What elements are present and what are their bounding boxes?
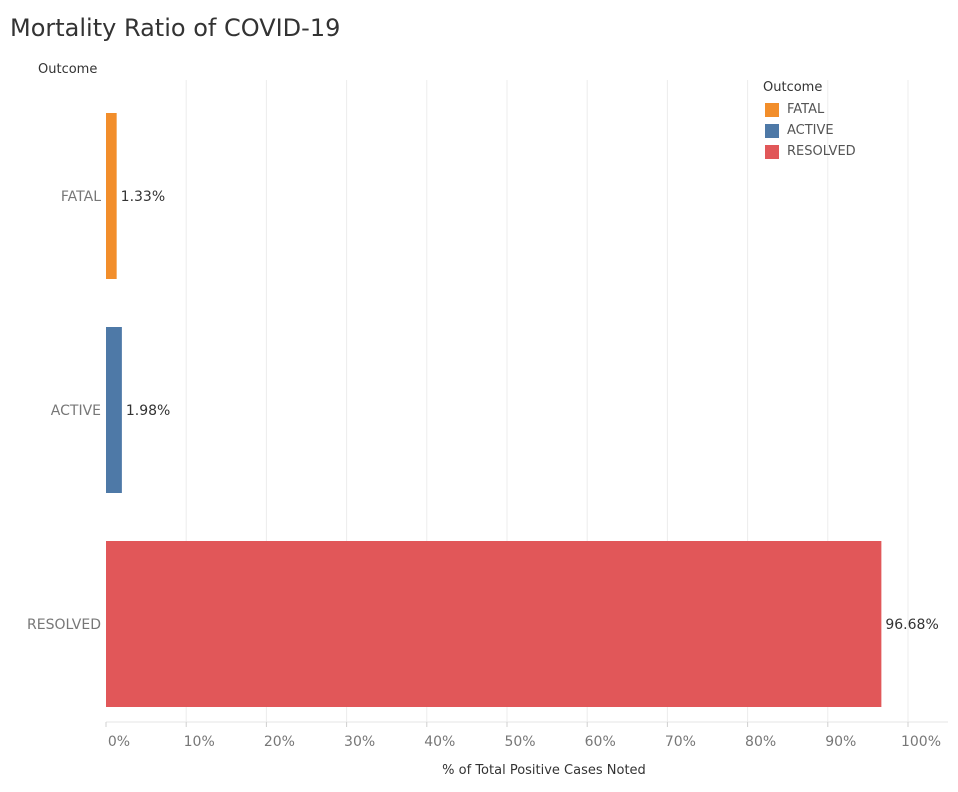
x-tick-label: 0% [108, 734, 130, 750]
legend: Outcome FATAL ACTIVE RESOLVED [763, 80, 856, 162]
x-tick-label: 10% [184, 734, 215, 750]
x-tick-label: 20% [264, 734, 295, 750]
legend-item-fatal: FATAL [763, 99, 856, 120]
x-axis-title: % of Total Positive Cases Noted [442, 763, 646, 778]
legend-swatch [765, 123, 779, 138]
x-tick-label: 70% [665, 734, 696, 750]
x-tick-label: 40% [424, 734, 455, 750]
legend-title: Outcome [763, 80, 823, 95]
legend-label: FATAL [787, 102, 825, 117]
legend-label: ACTIVE [787, 123, 834, 138]
legend-item-resolved: RESOLVED [763, 141, 856, 162]
bar-resolved [106, 541, 882, 707]
x-tick-label: 60% [585, 734, 616, 750]
bar-active [106, 327, 122, 493]
row-header: Outcome [38, 62, 98, 77]
data-label-active: 1.98% [126, 403, 170, 419]
legend-item-active: ACTIVE [763, 120, 856, 141]
category-label-fatal: FATAL [61, 189, 101, 205]
category-label-active: ACTIVE [51, 403, 101, 419]
bar-fatal [106, 113, 117, 279]
legend-swatch [765, 144, 779, 159]
legend-label: RESOLVED [787, 144, 856, 159]
data-label-resolved: 96.68% [885, 617, 938, 633]
x-tick-label: 30% [344, 734, 375, 750]
data-label-fatal: 1.33% [121, 189, 165, 205]
chart-title: Mortality Ratio of COVID-19 [10, 14, 341, 42]
x-tick-label: 100% [901, 734, 941, 750]
category-label-resolved: RESOLVED [27, 617, 101, 633]
x-tick-label: 90% [825, 734, 856, 750]
legend-swatch [765, 102, 779, 117]
x-tick-label: 80% [745, 734, 776, 750]
x-tick-label: 50% [504, 734, 535, 750]
